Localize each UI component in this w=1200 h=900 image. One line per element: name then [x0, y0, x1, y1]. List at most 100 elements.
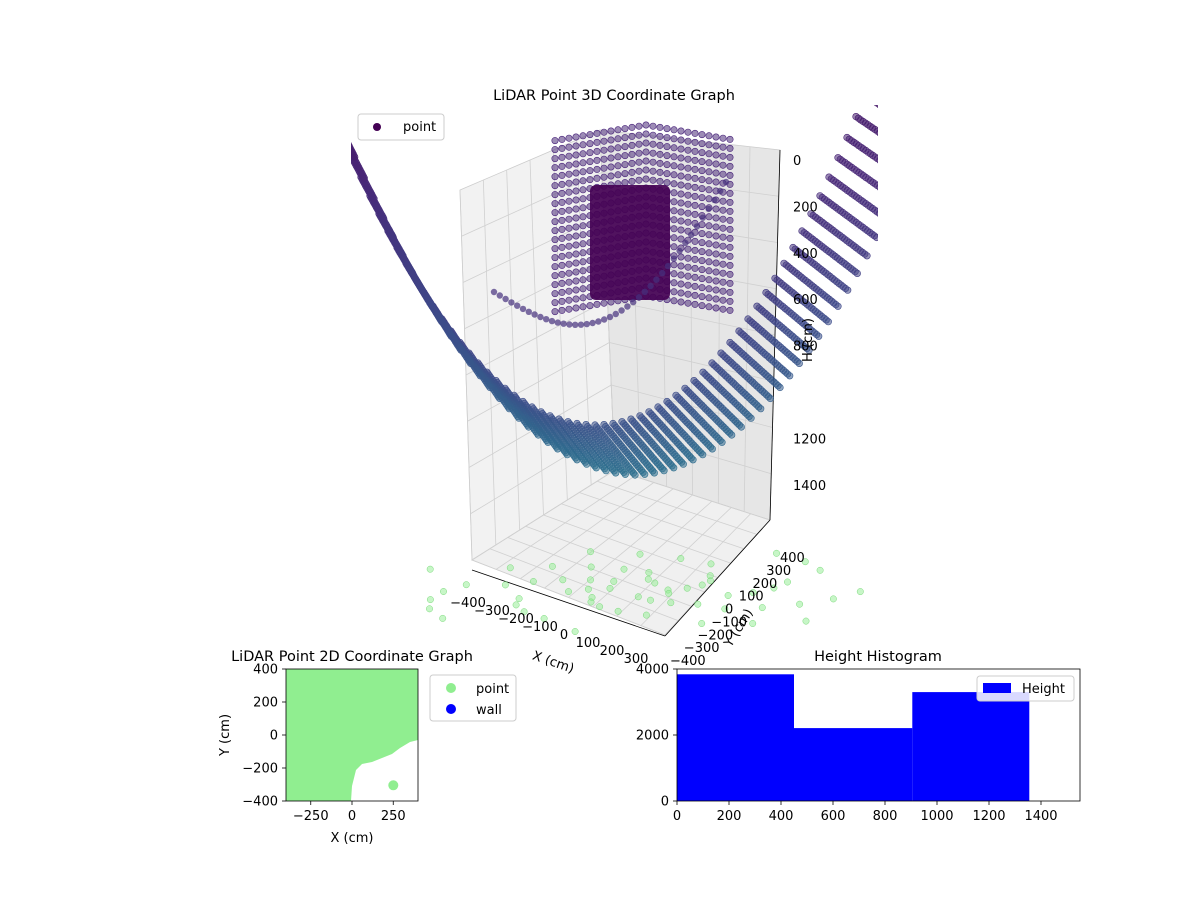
lidar-point: [726, 162, 734, 170]
lidar-point: [903, 119, 910, 126]
lidar-point: [917, 129, 924, 136]
projection-point: [426, 605, 433, 613]
lidar-point: [712, 295, 720, 303]
lidar-point: [558, 207, 566, 215]
lidar-point: [677, 262, 685, 270]
z-axis-line: [769, 149, 781, 521]
chart-3d-title: LiDAR Point 3D Coordinate Graph: [493, 88, 735, 104]
lidar-point: [670, 255, 677, 262]
dense-point-block: [590, 185, 670, 300]
lidar-point: [891, 167, 898, 174]
lidar-point: [579, 249, 587, 257]
lidar-point: [863, 252, 871, 260]
lidar-point: [572, 250, 580, 258]
lidar-point: [659, 269, 666, 277]
y-tick-label-histogram: 2000: [636, 729, 669, 744]
lidar-point: [612, 469, 620, 477]
lidar-point: [886, 191, 893, 198]
lidar-point: [684, 164, 692, 172]
lidar-point: [563, 451, 571, 459]
y-tick-label-2d: −400: [242, 795, 278, 810]
lidar-point: [592, 464, 600, 472]
x-tick-label-histogram: 1200: [972, 809, 1005, 824]
lidar-point: [677, 127, 685, 135]
lidar-point: [869, 97, 876, 104]
lidar-point: [551, 299, 559, 307]
lidar-point: [607, 145, 615, 153]
projection-point: [610, 577, 618, 585]
lidar-point: [691, 183, 699, 191]
lidar-point: [670, 270, 678, 278]
lidar-point: [660, 467, 668, 475]
wall-grid-line: [607, 299, 776, 336]
lidar-point: [565, 206, 573, 214]
lidar-point: [565, 251, 573, 259]
lidar-point: [586, 302, 594, 310]
lidar-point: [677, 217, 685, 225]
lidar-point: [649, 131, 657, 139]
lidar-point: [565, 170, 573, 178]
lidar-point: [331, 111, 338, 118]
lidar-point: [607, 154, 615, 162]
lidar-point: [795, 359, 803, 368]
lidar-point: [551, 146, 559, 154]
wall-grid-line: [467, 342, 610, 422]
lidar-point: [586, 176, 594, 184]
lidar-point: [726, 252, 734, 260]
lidar-point: [705, 258, 713, 266]
lidar-point: [898, 172, 905, 179]
lidar-point: [677, 208, 685, 216]
lidar-point: [543, 316, 550, 323]
lidar-point: [691, 210, 699, 218]
lidar-point: [705, 177, 713, 185]
x-axis-line: [471, 569, 666, 637]
lidar-point: [551, 272, 559, 280]
lidar-point: [684, 191, 692, 199]
projection-point: [694, 600, 702, 608]
lidar-point: [705, 159, 713, 167]
lidar-point: [572, 241, 580, 249]
lidar-point: [757, 405, 765, 413]
projection-point: [698, 620, 706, 627]
lidar-point: [649, 140, 657, 148]
z-tick-label-3d: 200: [793, 200, 818, 215]
lidar-point: [867, 95, 874, 102]
lidar-point: [593, 174, 601, 182]
lidar-point: [334, 116, 341, 123]
lidar-point: [332, 115, 339, 122]
lidar-point: [502, 295, 509, 303]
lidar-point: [558, 153, 566, 161]
lidar-point: [572, 295, 580, 303]
lidar-point: [871, 98, 878, 105]
lidar-point: [341, 130, 348, 137]
lidar-point: [663, 134, 671, 142]
lidar-point: [572, 196, 580, 204]
lidar-point: [586, 167, 594, 175]
lidar-point: [922, 132, 929, 139]
lidar-point: [684, 155, 692, 163]
lidar-point: [726, 198, 734, 206]
lidar-point: [606, 313, 614, 321]
lidar-point: [325, 98, 332, 105]
lidar-point: [705, 168, 713, 176]
lidar-point: [712, 232, 720, 240]
lidar-point: [635, 149, 643, 157]
lidar-point: [602, 467, 610, 475]
lidar-point: [684, 272, 692, 280]
lidar-point: [649, 158, 657, 166]
lidar-point: [457, 346, 465, 354]
z-tick-label-3d: 1400: [793, 479, 826, 494]
lidar-point: [630, 298, 637, 306]
lidar-point: [698, 266, 706, 274]
lidar-point: [579, 303, 587, 311]
lidar-point: [343, 138, 350, 145]
legend-histogram-frame: [976, 675, 1075, 702]
lidar-point: [698, 203, 706, 211]
lidar-point: [705, 205, 712, 213]
projection-point: [721, 605, 729, 613]
lidar-point: [558, 171, 566, 179]
lidar-point: [691, 291, 699, 299]
x-tick-label-3d: −400: [450, 596, 486, 611]
lidar-point: [726, 207, 734, 215]
lidar-point: [635, 158, 643, 166]
